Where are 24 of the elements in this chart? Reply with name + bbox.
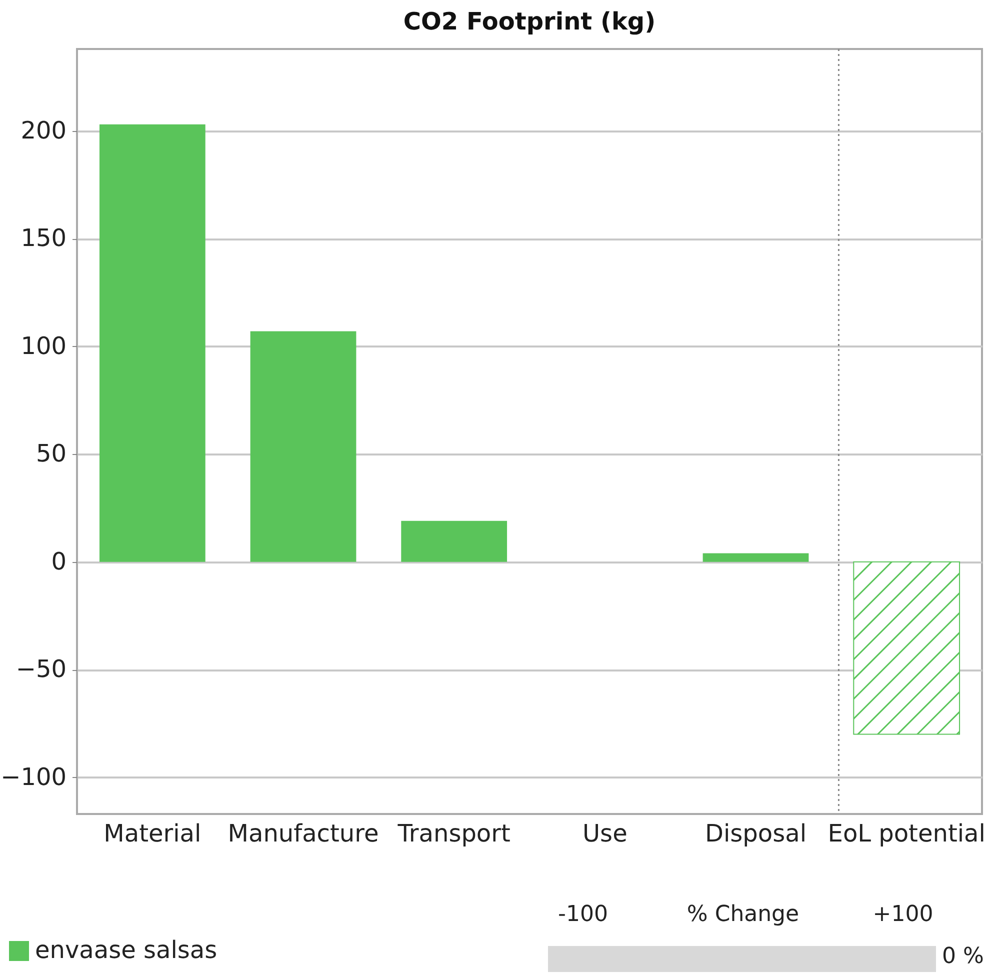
text: % Change bbox=[686, 902, 800, 927]
text: +100 bbox=[872, 902, 934, 927]
bar bbox=[853, 561, 960, 735]
x-tick-label: Disposal bbox=[705, 820, 806, 848]
bar bbox=[250, 331, 356, 562]
text: 0 % bbox=[942, 944, 984, 969]
bar bbox=[401, 520, 508, 562]
y-tick-label: −100 bbox=[0, 762, 66, 791]
chart-title: CO2 Footprint (kg) bbox=[403, 7, 656, 36]
x-tick-label: Transport bbox=[396, 820, 510, 848]
legend-label: envaase salsas bbox=[35, 936, 218, 964]
y-tick-label: 150 bbox=[20, 224, 66, 252]
y-tick-label: 100 bbox=[20, 332, 66, 360]
y-tick-label: 50 bbox=[36, 440, 66, 468]
y-tick-label: −50 bbox=[16, 655, 66, 684]
y-tick-label: 200 bbox=[20, 116, 66, 144]
x-tick-label: EoL potential bbox=[828, 820, 986, 848]
x-tick-label: Material bbox=[104, 820, 202, 848]
bar bbox=[99, 124, 206, 562]
x-tick-label: Use bbox=[582, 820, 628, 848]
text: -100 bbox=[558, 902, 608, 927]
bar bbox=[702, 553, 809, 562]
x-tick-label: Manufacture bbox=[228, 820, 379, 848]
y-tick-label: 0 bbox=[51, 547, 66, 576]
